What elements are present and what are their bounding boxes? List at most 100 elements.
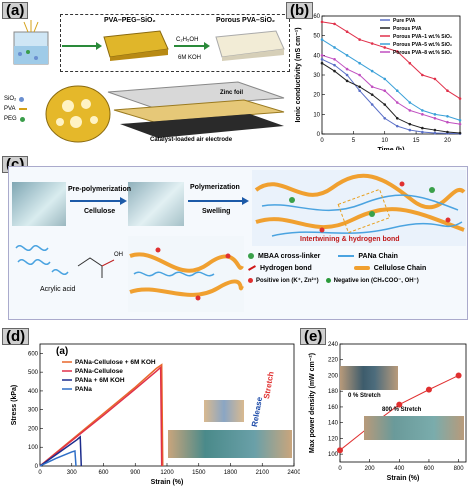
- data-point: [455, 372, 462, 379]
- x-tick-label: 1200: [160, 470, 174, 476]
- vial-photo-1: [12, 182, 66, 226]
- y-tick-label: 0: [35, 464, 39, 470]
- legend-mbaa: MBAA cross-linker: [258, 252, 321, 260]
- acrylic-acid-label: Acrylic acid: [40, 286, 76, 293]
- data-point: [395, 89, 399, 93]
- data-point: [345, 30, 349, 34]
- caption-800-stretch: 800 % Stretch: [382, 407, 422, 413]
- legend-sio2: SiO₂: [4, 96, 17, 102]
- step1-sub-label: Cellulose: [84, 208, 116, 215]
- air-electrode-label: Catalyst-loaded air electrode: [150, 137, 233, 143]
- x-axis-label: Strain (%): [151, 479, 184, 486]
- data-point: [458, 131, 462, 135]
- series-line: [39, 450, 77, 467]
- series-line: [321, 39, 461, 121]
- data-point: [358, 85, 361, 89]
- data-point: [333, 22, 336, 26]
- series-line: [39, 435, 83, 467]
- banner-label: Intertwining & hydrogen bond: [300, 236, 400, 243]
- data-point: [433, 113, 437, 116]
- panel-a: (a) PVA–PEG–SiO₂ Porous PVA–SiO₂ C₂H₅OH …: [0, 0, 292, 150]
- ionic-conductivity-chart: 0 5 10 15 20 0 10 20 30 40 50 60 Time (h) Ionic condu…: [295, 14, 462, 150]
- legend-peg: PEG: [4, 116, 17, 122]
- series-line: [321, 21, 461, 100]
- panel-a-legend: SiO₂ PVA PEG: [4, 94, 27, 124]
- data-point: [333, 57, 336, 61]
- legend-label: Porous PVA–1 wt.% SiO₂: [393, 34, 452, 40]
- data-point: [320, 38, 324, 41]
- legend-label: Pure PVA: [393, 18, 416, 24]
- y-tick-label: 160: [328, 405, 339, 411]
- y-tick-label: 20: [313, 93, 320, 99]
- arrow-top-label: C₂H₅OH: [176, 37, 199, 43]
- data-point: [433, 77, 437, 81]
- legend-label: PANa: [75, 386, 92, 393]
- hydrogen-bond-icon: [248, 265, 256, 271]
- y-axis-label: Stress (kPa): [11, 385, 18, 425]
- panel-b: (b) 0 5 10 15 20 0 10 20 30 40 50 60 Time (h) Ionic c…: [286, 0, 474, 150]
- pva-strand-icon: [18, 108, 27, 110]
- data-point: [395, 116, 399, 120]
- y-tick-label: 50: [313, 34, 320, 40]
- y-tick-label: 100: [328, 452, 339, 458]
- pana-chain-icon: [338, 255, 355, 257]
- data-point: [433, 128, 437, 132]
- data-point: [458, 122, 462, 126]
- step2-arrow: [188, 197, 249, 205]
- panel-b-label: (b): [286, 2, 314, 19]
- data-point: [421, 113, 424, 116]
- y-tick-label: 30: [313, 73, 320, 79]
- data-point: [345, 67, 349, 71]
- x-tick-label: 2400: [287, 470, 300, 476]
- panel-e: (e) 0 200 400 600 800 100 120 140 160 180 200 220 24…: [300, 326, 474, 488]
- x-tick-label: 300: [67, 470, 78, 476]
- data-point: [383, 103, 387, 106]
- data-point: [370, 69, 374, 73]
- data-point: [345, 79, 349, 83]
- step1-label: Pre-polymerization: [68, 186, 132, 193]
- legend-label: Porous PVA: [393, 26, 422, 32]
- data-point: [370, 42, 374, 45]
- data-point: [320, 61, 324, 65]
- data-point: [446, 115, 449, 118]
- data-point: [395, 124, 399, 128]
- y-tick-label: 600: [28, 351, 39, 357]
- data-point: [370, 93, 374, 96]
- stretch-photo-800: [364, 416, 464, 440]
- arrow-bottom-label: 6M KOH: [178, 55, 202, 61]
- y-tick-label: 240: [328, 342, 339, 348]
- x-tick-label: 20: [444, 138, 451, 144]
- series-line: [39, 365, 163, 467]
- series-line: [321, 58, 461, 135]
- y-tick-label: 500: [28, 370, 39, 376]
- data-point: [370, 85, 374, 89]
- y-tick-label: 180: [328, 389, 339, 395]
- data-point: [446, 130, 449, 134]
- oh-label: OH: [114, 252, 123, 258]
- data-point: [358, 61, 361, 65]
- data-point: [358, 73, 361, 77]
- data-point: [408, 122, 412, 126]
- series-line: [321, 54, 461, 125]
- stage1-block: [103, 30, 169, 61]
- cellulose-chain-icon: [353, 266, 370, 270]
- data-point: [396, 401, 403, 408]
- data-point: [408, 109, 412, 112]
- acrylic-acid-illustration: [15, 245, 115, 278]
- x-tick-label: 2100: [256, 470, 270, 476]
- power-density-chart: 0 200 400 600 800 100 120 140 160 180 200 220 240 Str…: [309, 342, 467, 482]
- panel-e-label: (e): [300, 328, 327, 345]
- data-point: [358, 38, 361, 41]
- x-tick-label: 900: [130, 470, 141, 476]
- hydrogel-network-illustration: [252, 170, 466, 246]
- legend-label: PANa-Cellulose + 6M KOH: [75, 359, 156, 366]
- step2-sub-label: Swelling: [202, 208, 231, 215]
- inner-label: (a): [56, 346, 69, 357]
- legend-negative: Negative ion (CH₃COO⁻, OH⁻): [333, 277, 419, 284]
- data-point: [408, 61, 412, 65]
- stage2-label: Porous PVA–SiO₂: [216, 17, 275, 24]
- panel-c: (c) Pre-polymerization Cellulose Polymer…: [0, 152, 474, 324]
- panel-d-label: (d): [2, 328, 30, 345]
- data-point: [421, 73, 424, 77]
- data-point: [333, 63, 336, 67]
